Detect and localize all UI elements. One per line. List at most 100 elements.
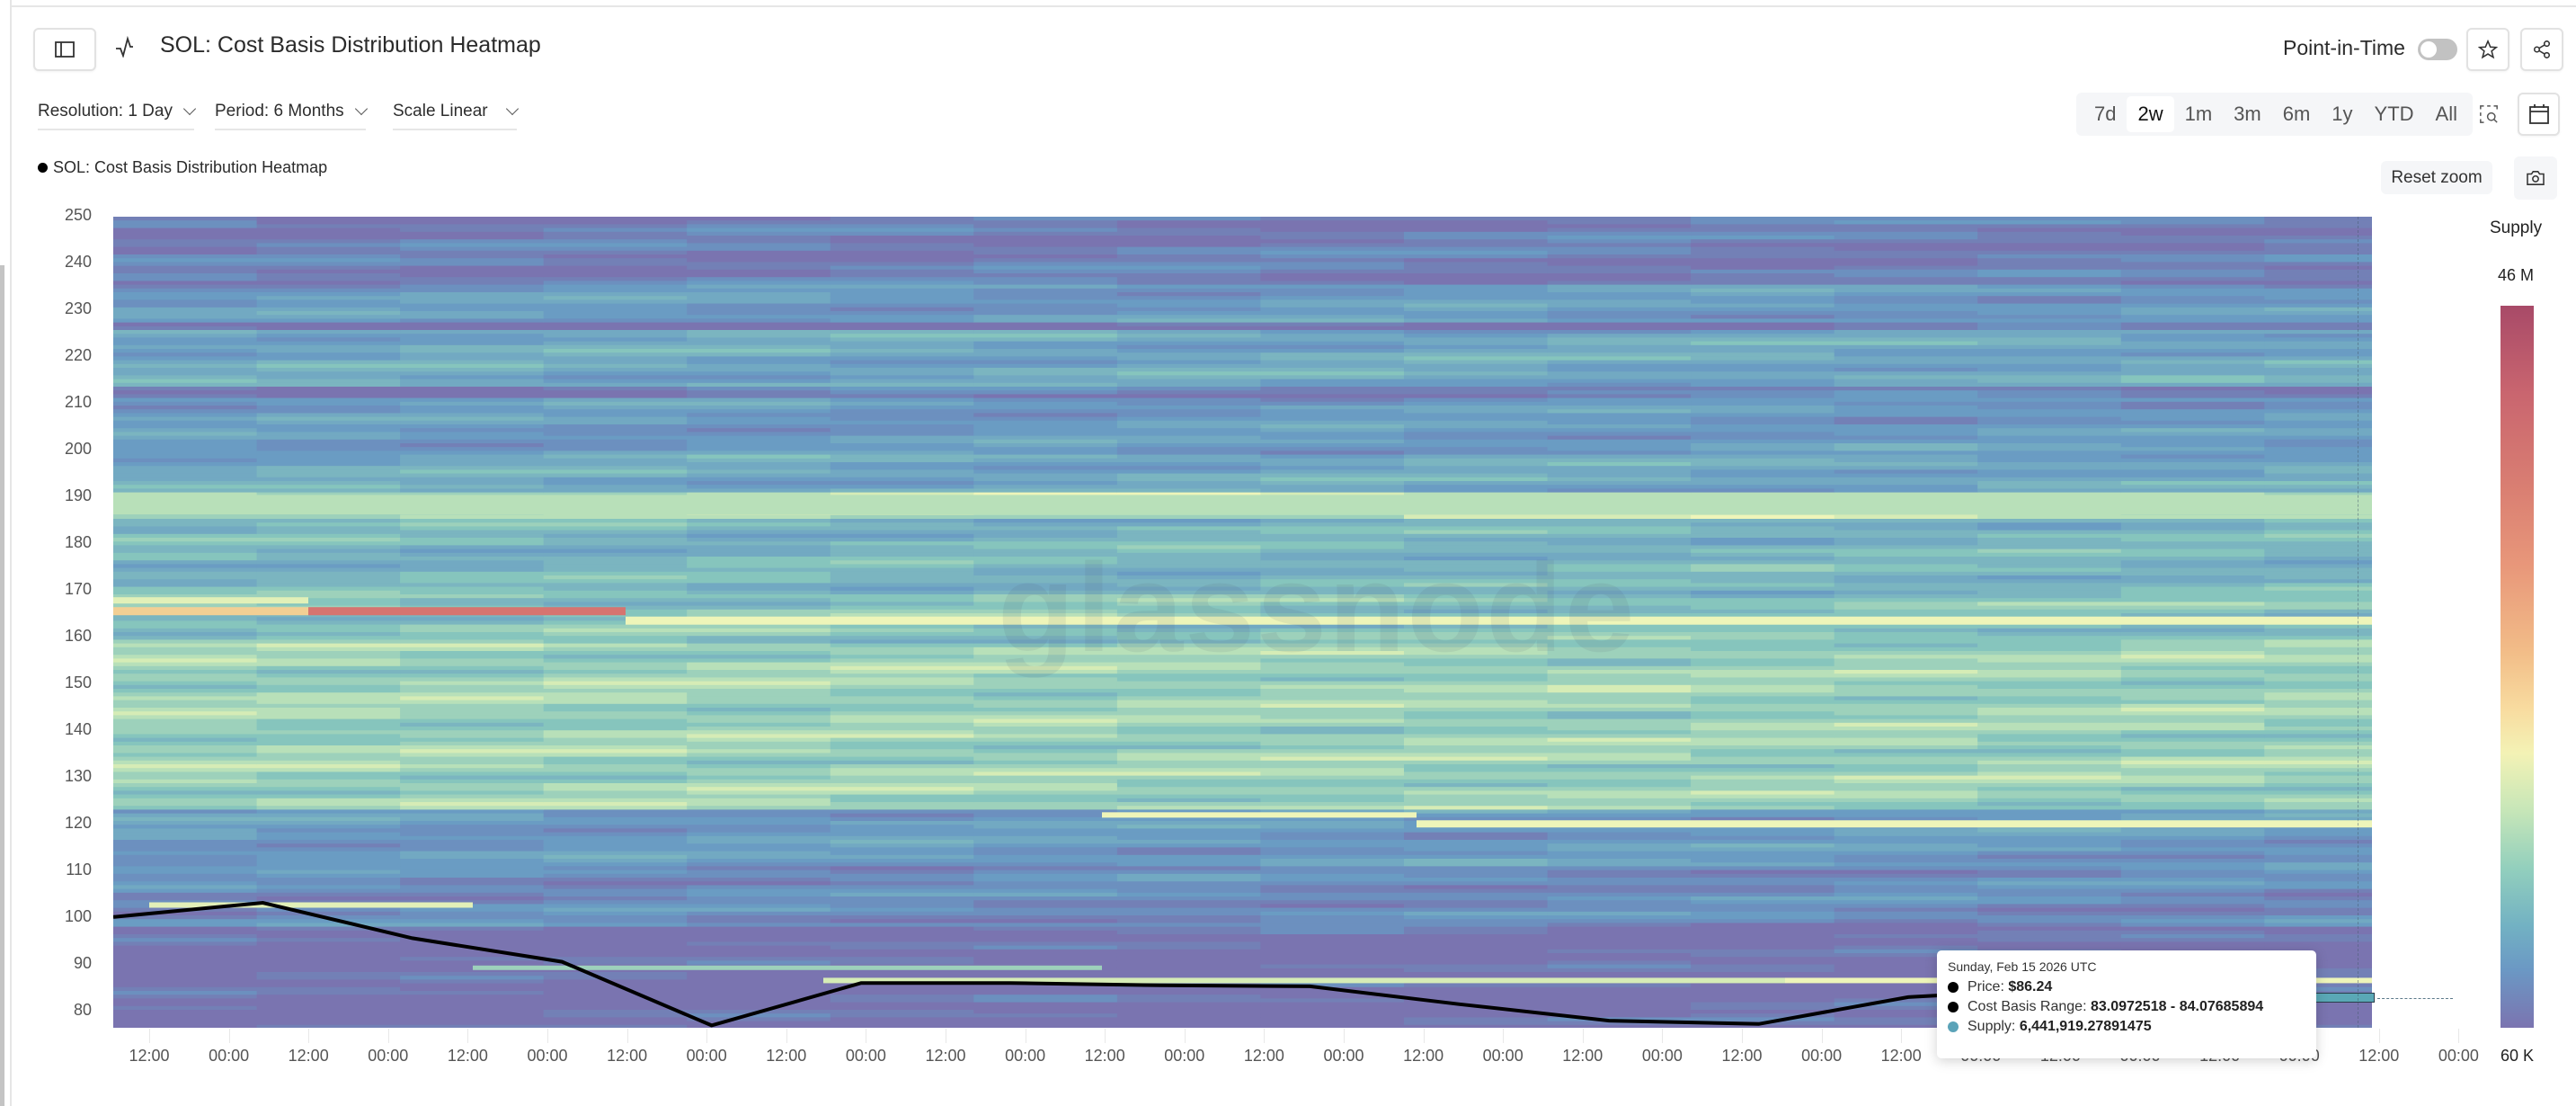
favorite-button[interactable] <box>2466 28 2509 71</box>
share-icon <box>2533 40 2551 58</box>
calendar-icon <box>2528 104 2549 124</box>
tooltip-supply-row: Supply: 6,441,919.27891475 <box>1948 1019 2305 1035</box>
tooltip-range-value: 83.0972518 - 84.07685894 <box>2090 999 2264 1014</box>
share-button[interactable] <box>2520 28 2563 71</box>
x-gridline <box>467 1029 469 1043</box>
camera-icon <box>2527 171 2545 185</box>
y-tick: 210 <box>64 393 92 411</box>
chevron-down-icon <box>354 102 368 116</box>
tooltip-range-label: Cost Basis Range: <box>1968 999 2091 1014</box>
x-gridline <box>786 1029 787 1043</box>
range-1m[interactable]: 1m <box>2184 103 2213 125</box>
hover-guide-line <box>2377 998 2453 999</box>
price-line <box>113 900 2058 1028</box>
x-gridline <box>1344 1029 1345 1043</box>
colorbar-min-label: 60 K <box>2500 1047 2535 1065</box>
y-tick: 150 <box>64 673 92 691</box>
range-6m[interactable]: 6m <box>2282 103 2311 125</box>
chart-legend-item[interactable]: SOL: Cost Basis Distribution Heatmap <box>38 158 327 177</box>
y-tick: 160 <box>64 627 92 645</box>
range-bullet-icon <box>1948 1002 1959 1012</box>
x-tick: 00:00 <box>686 1047 727 1065</box>
date-picker-button[interactable] <box>2518 93 2560 136</box>
toggle-sidebar-button[interactable] <box>33 28 96 71</box>
range-7d[interactable]: 7d <box>2094 103 2117 125</box>
legend-label: SOL: Cost Basis Distribution Heatmap <box>53 158 328 176</box>
period-value: Period: 6 Months <box>215 102 344 120</box>
x-tick: 00:00 <box>845 1047 886 1065</box>
chevron-down-icon <box>182 102 197 116</box>
x-gridline <box>1582 1029 1584 1043</box>
x-gridline <box>1184 1029 1186 1043</box>
left-sidebar-edge <box>0 0 12 1106</box>
x-gridline <box>1105 1029 1106 1043</box>
scale-value: Scale Linear <box>393 102 488 120</box>
y-tick: 120 <box>64 814 92 832</box>
scale-dropdown[interactable]: Scale Linear <box>393 102 519 130</box>
heatmap-plot-area[interactable] <box>113 217 2372 1028</box>
y-tick: 130 <box>64 767 92 785</box>
x-tick: 00:00 <box>209 1047 250 1065</box>
x-tick: 00:00 <box>368 1047 409 1065</box>
x-tick: 00:00 <box>527 1047 568 1065</box>
x-gridline <box>1264 1029 1266 1043</box>
sidebar-panel-icon <box>55 41 75 58</box>
point-in-time-toggle[interactable] <box>2418 39 2457 60</box>
x-gridline <box>1662 1029 1664 1043</box>
tooltip-supply-label: Supply: <box>1968 1019 2020 1034</box>
x-gridline <box>1742 1029 1743 1043</box>
x-gridline <box>1821 1029 1823 1043</box>
metric-pulse-icon <box>116 36 133 58</box>
tooltip-price-row: Price: $86.24 <box>1948 979 2305 995</box>
y-tick: 80 <box>73 1001 92 1019</box>
x-tick: 12:00 <box>1243 1047 1284 1065</box>
x-tick: 00:00 <box>1641 1047 1683 1065</box>
hover-tooltip: Sunday, Feb 15 2026 UTC Price: $86.24 Co… <box>1937 950 2316 1058</box>
star-icon <box>2478 40 2498 59</box>
screenshot-button[interactable] <box>2514 156 2557 200</box>
range-2w[interactable]: 2w <box>2127 96 2174 132</box>
x-tick: 12:00 <box>1880 1047 1922 1065</box>
range-all[interactable]: All <box>2435 103 2457 125</box>
y-tick: 140 <box>64 720 92 738</box>
sidebar-scrollbar[interactable] <box>0 265 4 1106</box>
x-tick: 12:00 <box>1403 1047 1444 1065</box>
x-gridline <box>1503 1029 1505 1043</box>
x-gridline <box>228 1029 230 1043</box>
x-tick: 00:00 <box>1005 1047 1046 1065</box>
resolution-dropdown[interactable]: Resolution: 1 Day <box>38 102 197 130</box>
x-tick: 12:00 <box>1721 1047 1763 1065</box>
colorbar-title: Supply <box>2490 219 2543 237</box>
y-tick: 230 <box>64 299 92 317</box>
legend-dot-icon <box>38 163 48 173</box>
x-gridline <box>626 1029 628 1043</box>
zoom-select-button[interactable] <box>2468 96 2509 132</box>
price-bullet-icon <box>1948 982 1959 993</box>
x-gridline <box>149 1029 150 1043</box>
range-1y[interactable]: 1y <box>2332 103 2353 125</box>
top-border <box>0 0 2576 7</box>
x-tick: 12:00 <box>1562 1047 1603 1065</box>
y-tick: 180 <box>64 533 92 551</box>
reset-zoom-button[interactable]: Reset zoom <box>2381 161 2492 194</box>
zoom-area-icon <box>2480 105 2498 123</box>
range-3m[interactable]: 3m <box>2234 103 2261 125</box>
period-dropdown[interactable]: Period: 6 Months <box>215 102 368 130</box>
y-tick: 90 <box>73 954 92 972</box>
x-gridline <box>308 1029 310 1043</box>
point-in-time-label: Point-in-Time <box>2283 36 2405 59</box>
supply-bullet-icon <box>1948 1021 1959 1032</box>
x-tick: 12:00 <box>447 1047 488 1065</box>
y-tick: 170 <box>64 580 92 598</box>
x-tick: 12:00 <box>288 1047 329 1065</box>
x-tick: 12:00 <box>2358 1047 2400 1065</box>
x-gridline <box>1901 1029 1903 1043</box>
tooltip-supply-value: 6,441,919.27891475 <box>2019 1019 2152 1034</box>
x-tick: 12:00 <box>1084 1047 1125 1065</box>
tooltip-price-label: Price: <box>1968 979 2009 995</box>
y-tick: 240 <box>64 253 92 271</box>
x-tick: 00:00 <box>1801 1047 1843 1065</box>
x-tick: 00:00 <box>1323 1047 1364 1065</box>
range-ytd[interactable]: YTD <box>2374 103 2414 125</box>
x-gridline <box>2458 1029 2460 1043</box>
